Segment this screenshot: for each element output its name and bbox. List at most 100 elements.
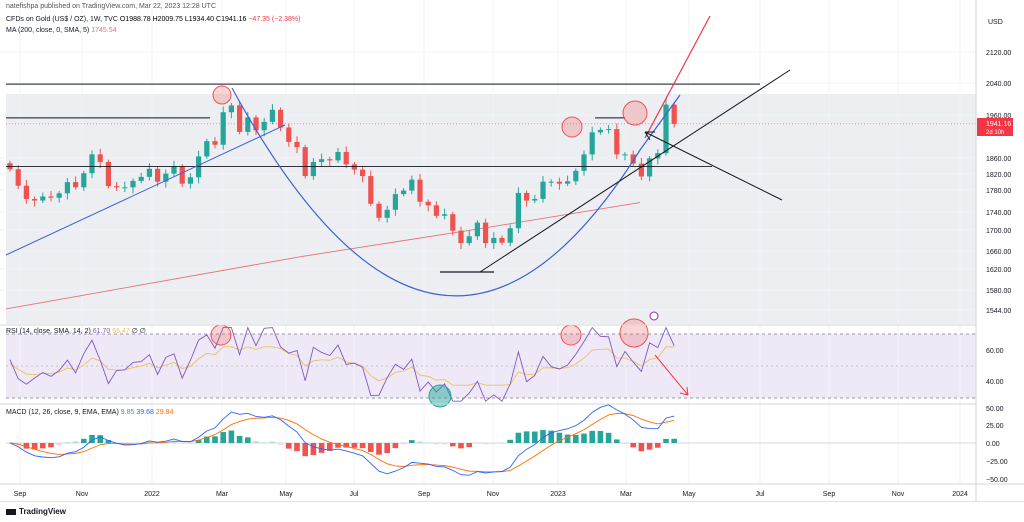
candle-body <box>532 198 538 201</box>
arrow-head <box>644 131 655 141</box>
time-tick-label: Mar <box>216 491 229 498</box>
time-tick-label: Nov <box>76 491 89 498</box>
candle-body <box>565 181 571 184</box>
publisher-line: natefishpa published on TradingView.com,… <box>6 3 216 10</box>
macd-histogram-bar <box>89 434 95 443</box>
macd-histogram-bar <box>441 443 448 445</box>
macd-histogram-bar <box>310 443 317 456</box>
rsi-highlight-circle <box>560 324 582 346</box>
macd-histogram-bar <box>64 442 71 443</box>
low-value: L1934.40 <box>184 16 215 23</box>
macd-histogram-bar <box>630 443 636 448</box>
candle-body <box>663 104 669 154</box>
candle-body <box>32 198 38 201</box>
price-tick-label: 1580.00 <box>986 288 1011 295</box>
time-tick-label: Nov <box>892 491 905 498</box>
price-tick-label: 2040.00 <box>986 81 1011 88</box>
macd-histogram-bar <box>433 443 440 445</box>
candle-body <box>597 129 603 133</box>
macd-histogram-bar <box>294 443 300 452</box>
candle-body <box>253 117 259 131</box>
macd-histogram-bar <box>466 443 472 448</box>
main-legend: CFDs on Gold (US$ / OZ), 1W, TVC O1988.7… <box>6 16 301 23</box>
macd-tick-label: 0.00 <box>986 441 1000 448</box>
time-tick-label: May <box>279 491 293 498</box>
ma200-line <box>5 202 641 310</box>
rsi-highlight-circle <box>210 324 232 346</box>
candle-body <box>638 163 644 177</box>
macd-histogram-bar <box>646 443 653 450</box>
macd-histogram-bar <box>56 443 62 446</box>
macd-histogram-bar <box>482 443 489 445</box>
candle-body <box>647 158 653 177</box>
candle-body <box>466 236 472 244</box>
candle-body <box>581 154 587 171</box>
candles <box>7 98 677 250</box>
candle-body <box>573 170 579 182</box>
macd-histogram-bar <box>302 443 308 457</box>
macd-histogram-bar <box>187 443 194 444</box>
rsi-label: RSI (14, close, SMA, 14, 2) <box>6 328 91 335</box>
footer-bar: TradingView <box>0 501 1024 522</box>
macd-histogram-bar <box>417 441 423 443</box>
candle-body <box>81 173 87 188</box>
candle-body <box>105 162 111 187</box>
candle-body <box>515 192 521 229</box>
macd-histogram-bar <box>253 441 259 443</box>
time-tick-label: 2022 <box>144 491 160 498</box>
macd-histogram-bar <box>269 441 276 443</box>
candle-body <box>73 182 79 188</box>
candle-body <box>384 209 390 218</box>
candle-body <box>179 166 185 184</box>
ma-value: 1745.54 <box>91 27 117 34</box>
candle-body <box>212 141 218 145</box>
time-tick-label: Sep <box>14 491 27 498</box>
time-tick-label: May <box>682 491 696 498</box>
macd-histogram-bar <box>523 431 530 443</box>
candle-body <box>392 194 398 210</box>
macd-histogram-bar <box>72 441 79 443</box>
time-tick-label: Sep <box>418 491 431 498</box>
macd-histogram-bar <box>532 431 538 443</box>
candle-body <box>40 196 46 201</box>
annotations <box>5 15 791 408</box>
macd-histogram-bar <box>277 443 284 445</box>
rsi-tick-label: 60.00 <box>986 348 1004 355</box>
macd-histogram-bar <box>171 440 177 443</box>
candle-body <box>433 205 439 216</box>
candle-body <box>196 156 202 178</box>
macd-histogram-bar <box>663 438 669 443</box>
macd-histogram-bar <box>409 440 415 443</box>
macd-histogram-bar <box>499 442 505 444</box>
tradingview-logo[interactable]: TradingView <box>6 507 66 516</box>
macd-histogram-bar <box>622 443 628 444</box>
chart-svg[interactable]: Sep Nov 2022 Mar May Jul Sep Nov 2023 Mar May Jul Se… <box>0 0 1024 502</box>
macd-histogram-bar <box>655 443 661 448</box>
close-value: C1941.16 <box>216 16 247 23</box>
macd-histogram-bar <box>335 443 341 448</box>
macd-histogram-bar <box>491 443 497 444</box>
candle-body <box>327 159 333 161</box>
price-tick-label: 2120.00 <box>986 50 1011 57</box>
ma-label: MA (200, close, 0, SMA, 5) <box>6 27 90 34</box>
macd-histogram-bar <box>614 439 620 443</box>
macd-layer <box>6 404 976 476</box>
macd-histogram-bar <box>638 443 645 452</box>
candle-body <box>401 190 407 195</box>
candle-body <box>474 222 480 237</box>
candle-body <box>606 129 612 131</box>
macd-hist-value: 9.85 <box>120 409 135 416</box>
highlight-circle <box>561 116 583 138</box>
macd-histogram-bar <box>204 436 210 443</box>
candle-body <box>417 179 423 202</box>
macd-histogram-bar <box>179 443 185 444</box>
candle-body <box>425 201 431 206</box>
candle-body <box>261 121 267 131</box>
rsi-extra-value: ∅ ∅ <box>131 328 146 335</box>
candle-body <box>171 166 177 174</box>
axis-labels: Sep Nov 2022 Mar May Jul Sep Nov 2023 Mar May Jul Se… <box>14 19 1013 498</box>
rsi-ma-value: 66.47 <box>112 328 130 335</box>
macd-histogram-bar <box>81 438 87 443</box>
macd-histogram-bar <box>105 440 112 443</box>
